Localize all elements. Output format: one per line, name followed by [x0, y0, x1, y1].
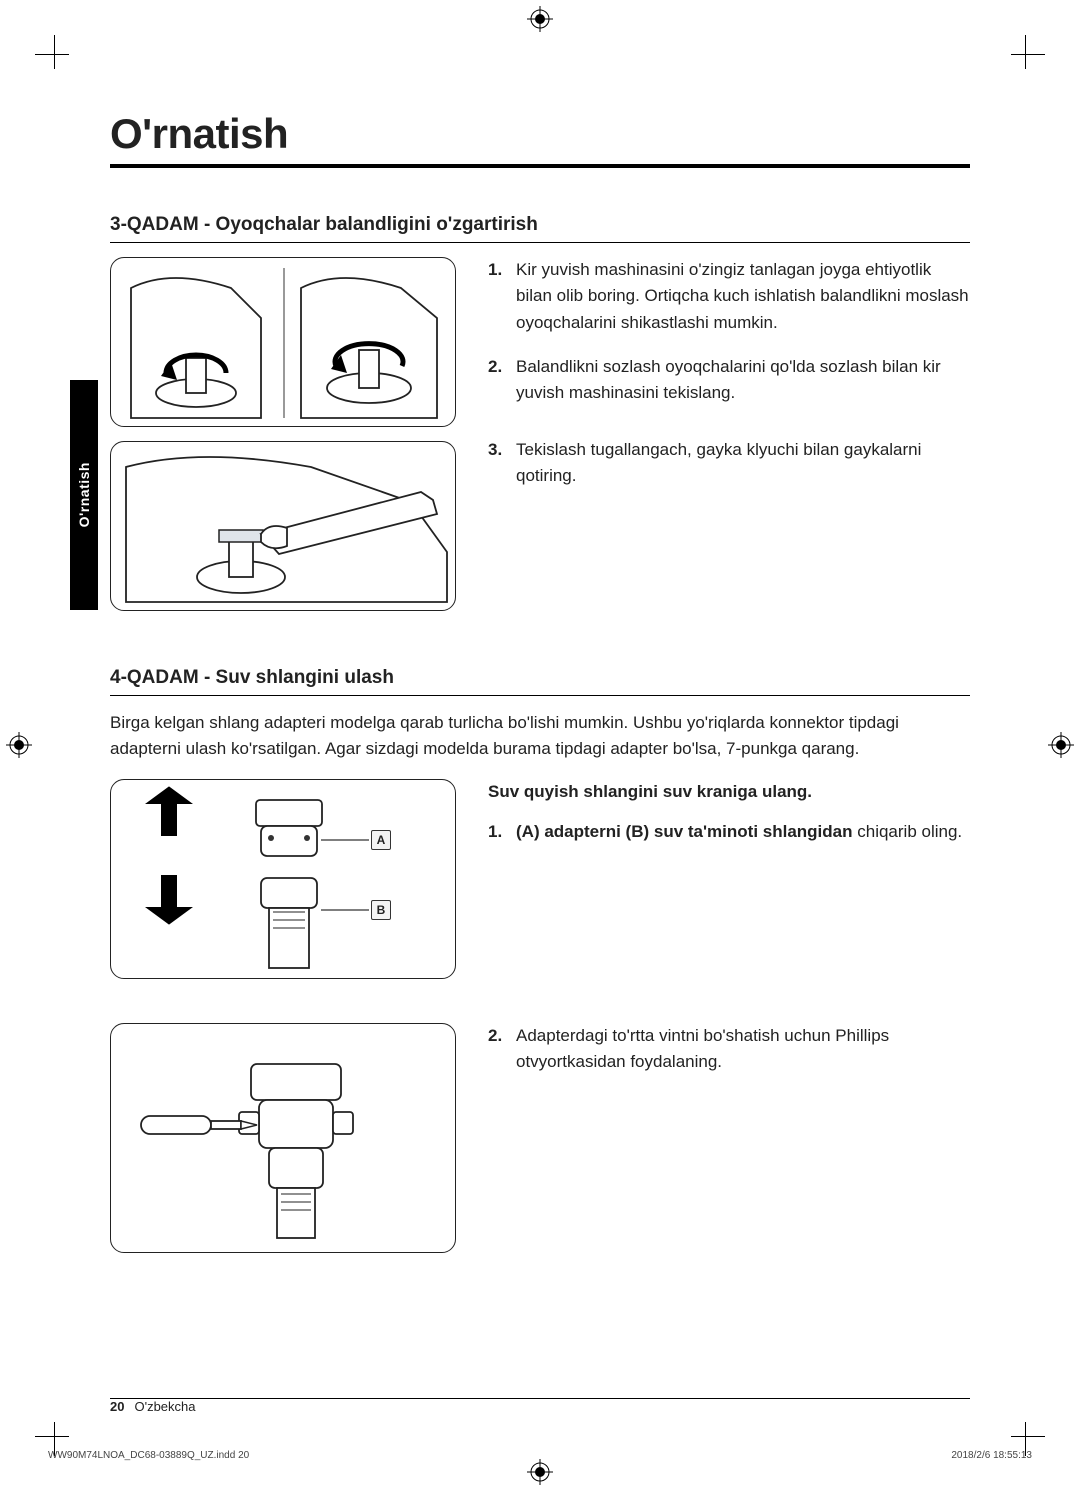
- step3-item-3: 3. Tekislash tugallangach, gayka klyuchi…: [488, 437, 970, 490]
- side-tab-label: O'rnatish: [76, 462, 92, 527]
- callout-a: A: [371, 830, 391, 850]
- step3-item-1: 1. Kir yuvish mashinasini o'zingiz tanla…: [488, 257, 970, 336]
- step4-heading: 4-QADAM - Suv shlangini ulash: [110, 665, 970, 689]
- step3-rule: [110, 242, 970, 243]
- step3-item-3-num: 3.: [488, 437, 516, 490]
- adapter-remove-illustration: [111, 780, 456, 979]
- crop-mark: [54, 35, 55, 69]
- step3-figures: [110, 257, 456, 625]
- footer-language: O'zbekcha: [134, 1399, 195, 1414]
- step3-text: 1. Kir yuvish mashinasini o'zingiz tanla…: [488, 257, 970, 625]
- step4-subheading: Suv quyish shlangini suv kraniga ulang.: [488, 779, 970, 805]
- wrench-tighten-illustration: [111, 442, 456, 611]
- step3-item-2: 2. Balandlikni sozlash oyoqchalarini qo'…: [488, 354, 970, 407]
- step4-text-2: 2. Adapterdagi to'rtta vintni bo'shatish…: [488, 1023, 970, 1267]
- print-line-left: WW90M74LNOA_DC68-03889Q_UZ.indd 20: [48, 1450, 249, 1461]
- print-line-right: 2018/2/6 18:55:13: [951, 1450, 1032, 1461]
- registration-mark: [527, 1459, 553, 1485]
- step4-intro: Birga kelgan shlang adapteri modelga qar…: [110, 710, 970, 763]
- registration-mark: [6, 732, 32, 758]
- step3-item-1-num: 1.: [488, 257, 516, 336]
- page-title: O'rnatish: [110, 110, 970, 158]
- step3-item-3-text: Tekislash tugallangach, gayka klyuchi bi…: [516, 437, 970, 490]
- registration-mark: [527, 6, 553, 32]
- step4-figure-2: [110, 1023, 456, 1253]
- callout-b: B: [371, 900, 391, 920]
- step4-text-1: Suv quyish shlangini suv kraniga ulang. …: [488, 779, 970, 993]
- step4-item-1-text: chiqarib oling.: [853, 822, 963, 841]
- step4-item-1-body: (A) adapterni (B) suv ta'minoti shlangid…: [516, 819, 970, 845]
- footer-page-number: 20: [110, 1399, 124, 1414]
- crop-mark: [1011, 54, 1045, 55]
- side-tab: O'rnatish: [70, 380, 98, 610]
- screwdriver-loosen-illustration: [111, 1024, 456, 1253]
- crop-mark: [1025, 35, 1026, 69]
- footer-text: 20 O'zbekcha: [110, 1399, 205, 1414]
- step3-figure-2: [110, 441, 456, 611]
- step4-row1: A B Suv quyish shlangini suv kraniga ula…: [110, 779, 970, 993]
- crop-mark: [35, 54, 69, 55]
- step4-item-2-text: Adapterdagi to'rtta vintni bo'shatish uc…: [516, 1023, 970, 1076]
- crop-mark: [1011, 1436, 1045, 1437]
- step3-figure-1: [110, 257, 456, 427]
- content-frame: O'rnatish 3-QADAM - Oyoqchalar balandlig…: [110, 110, 970, 1267]
- registration-mark: [1048, 732, 1074, 758]
- step4-figure-1: A B: [110, 779, 456, 979]
- step4-rule: [110, 695, 970, 696]
- step4-row2: 2. Adapterdagi to'rtta vintni bo'shatish…: [110, 1023, 970, 1267]
- step4-figure-2-col: [110, 1023, 456, 1267]
- step4-item-2: 2. Adapterdagi to'rtta vintni bo'shatish…: [488, 1023, 970, 1076]
- step3-item-1-text: Kir yuvish mashinasini o'zingiz tanlagan…: [516, 257, 970, 336]
- footer-rule: [110, 1398, 970, 1399]
- footer: 20 O'zbekcha: [110, 1398, 970, 1417]
- step3-heading: 3-QADAM - Oyoqchalar balandligini o'zgar…: [110, 212, 970, 236]
- step3-item-2-text: Balandlikni sozlash oyoqchalarini qo'lda…: [516, 354, 970, 407]
- step4-item-1: 1. (A) adapterni (B) suv ta'minoti shlan…: [488, 819, 970, 845]
- step4-list-2: 2. Adapterdagi to'rtta vintni bo'shatish…: [488, 1023, 970, 1076]
- step4-item-2-num: 2.: [488, 1023, 516, 1076]
- leveling-feet-illustration: [111, 258, 456, 427]
- crop-mark: [35, 1436, 69, 1437]
- title-rule: [110, 164, 970, 168]
- step4-item-1-num: 1.: [488, 819, 516, 845]
- page: O'rnatish O'rnatish 3-QADAM - Oyoqchalar…: [0, 0, 1080, 1491]
- step3-item-2-num: 2.: [488, 354, 516, 407]
- step4-item-1-bold: (A) adapterni (B) suv ta'minoti shlangid…: [516, 822, 853, 841]
- step3-row1: 1. Kir yuvish mashinasini o'zingiz tanla…: [110, 257, 970, 625]
- step3-list: 1. Kir yuvish mashinasini o'zingiz tanla…: [488, 257, 970, 489]
- step4-figure-1-col: A B: [110, 779, 456, 993]
- step4-list-1: 1. (A) adapterni (B) suv ta'minoti shlan…: [488, 819, 970, 845]
